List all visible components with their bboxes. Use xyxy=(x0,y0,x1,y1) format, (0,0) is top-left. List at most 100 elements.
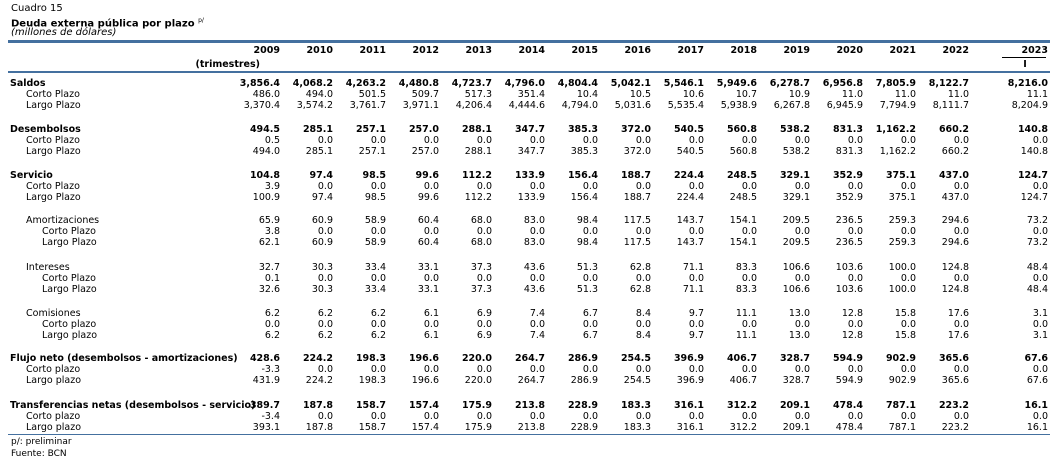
table-cell: 0.0 xyxy=(317,135,333,146)
table-cell: 831.3 xyxy=(832,124,863,135)
table-row: Largo Plazo 3,370.4 3,574.2 3,761.7 3,971.1 4… xyxy=(8,100,1056,111)
table-cell: 33.4 xyxy=(364,284,386,295)
table-cell: 198.3 xyxy=(358,375,386,386)
table-cell: 213.8 xyxy=(517,422,545,433)
table-cell: 99.6 xyxy=(417,192,439,203)
table-cell: 0.0 xyxy=(794,181,810,192)
table-cell: 62.8 xyxy=(629,262,651,273)
table-cell: 0.0 xyxy=(688,319,704,330)
table-cell: 4,263.2 xyxy=(345,78,386,89)
table-cell: 103.6 xyxy=(835,284,863,295)
year-header: 2010 xyxy=(306,45,333,56)
year-header-row: 2009 2010 2011 2012 2013 2014 2015 2016 2017 2018… xyxy=(8,45,1056,56)
table-cell: 158.7 xyxy=(358,422,386,433)
table-cell: 0.0 xyxy=(370,181,386,192)
table-cell: 0.0 xyxy=(1032,364,1048,375)
table-cell: 254.5 xyxy=(620,353,651,364)
table-cell: 538.2 xyxy=(782,146,810,157)
table-cell: 0.0 xyxy=(794,319,810,330)
row-label: Largo Plazo xyxy=(42,237,97,248)
table-cell: 0.0 xyxy=(847,411,863,422)
table-cell: 6.2 xyxy=(370,308,386,319)
table-cell: 224.4 xyxy=(676,192,704,203)
table-row: Corto plazo -3.3 0.0 0.0 0.0 0.0 0.0 0.0 0.0 0.0 0… xyxy=(8,364,1056,375)
table-row: Corto Plazo 486.0 494.0 501.5 509.7 517.3 351.… xyxy=(8,89,1056,100)
table-cell: 98.4 xyxy=(576,237,598,248)
table-cell: 175.9 xyxy=(461,400,492,411)
table-cell: 494.0 xyxy=(252,146,280,157)
row-label: Corto plazo xyxy=(26,411,81,422)
table-cell: 0.0 xyxy=(1032,319,1048,330)
year-header: 2022 xyxy=(942,45,969,56)
table-row: Largo Plazo 62.1 60.9 58.9 60.4 68.0 83.0 98.4 1… xyxy=(8,237,1056,248)
table-cell: 329.1 xyxy=(779,170,810,181)
table-cell: 0.0 xyxy=(794,411,810,422)
row-label: Largo plazo xyxy=(26,422,82,433)
table-cell: 0.0 xyxy=(794,364,810,375)
table-cell: 73.2 xyxy=(1026,237,1048,248)
table-cell: 3.1 xyxy=(1032,330,1048,341)
table-cell: 389.7 xyxy=(249,400,280,411)
table-row: Servicio 104.8 97.4 98.5 99.6 112.2 133.9 156.4… xyxy=(8,170,1056,181)
table-cell: 83.0 xyxy=(523,237,545,248)
table-cell: 188.7 xyxy=(623,192,651,203)
table-cell: 223.2 xyxy=(938,400,969,411)
table-cell: 365.6 xyxy=(941,375,969,386)
table-cell: 365.6 xyxy=(938,353,969,364)
table-cell: 1,162.2 xyxy=(875,124,916,135)
table-cell: 223.2 xyxy=(941,422,969,433)
year-header: 2019 xyxy=(783,45,810,56)
table-cell: 0.0 xyxy=(900,226,916,237)
table-cell: 264.7 xyxy=(514,353,545,364)
table-cell: 0.0 xyxy=(370,273,386,284)
table-cell: 312.2 xyxy=(726,400,757,411)
table-cell: 98.5 xyxy=(364,192,386,203)
table-cell: 6.2 xyxy=(264,308,280,319)
table-cell: 6.2 xyxy=(264,330,280,341)
footnote: p/: preliminar xyxy=(11,437,72,447)
table-cell: 0.0 xyxy=(635,273,651,284)
table-cell: 286.9 xyxy=(570,375,598,386)
table-cell: 48.4 xyxy=(1026,284,1048,295)
table-cell: 6.7 xyxy=(582,308,598,319)
table-cell: 99.6 xyxy=(415,170,439,181)
table-cell: 198.3 xyxy=(355,353,386,364)
table-cell: 0.0 xyxy=(688,411,704,422)
row-label: Intereses xyxy=(26,262,70,273)
table-cell: 4,206.4 xyxy=(455,100,492,111)
table-cell: 236.5 xyxy=(835,215,863,226)
table-row: Corto Plazo 3.9 0.0 0.0 0.0 0.0 0.0 0.0 0.0 0.0 0.… xyxy=(8,181,1056,192)
table-cell: 316.1 xyxy=(673,400,704,411)
row-label: Corto Plazo xyxy=(42,273,96,284)
table-cell: 73.2 xyxy=(1026,215,1048,226)
table-cell: 6,267.8 xyxy=(773,100,810,111)
table-cell: 4,723.7 xyxy=(451,78,492,89)
table-cell: 4,480.8 xyxy=(398,78,439,89)
table-cell: 15.8 xyxy=(894,308,916,319)
table-cell: 0.0 xyxy=(423,135,439,146)
table-cell: 11.1 xyxy=(735,330,757,341)
table-cell: 257.0 xyxy=(411,146,439,157)
table-cell: 0.0 xyxy=(741,319,757,330)
row-label: Largo plazo xyxy=(26,375,82,386)
table-cell: 183.3 xyxy=(620,400,651,411)
table-cell: 4,804.4 xyxy=(557,78,598,89)
row-label: Amortizaciones xyxy=(26,215,100,226)
table-cell: 560.8 xyxy=(726,124,757,135)
table-cell: 0.0 xyxy=(900,411,916,422)
table-cell: 0.0 xyxy=(953,273,969,284)
table-cell: 6.1 xyxy=(423,308,439,319)
table-row: Largo plazo 6.2 6.2 6.2 6.1 6.9 7.4 6.7 8.4 9.7 11… xyxy=(8,330,1056,341)
table-cell: 7,805.9 xyxy=(875,78,916,89)
table-cell: 437.0 xyxy=(941,192,969,203)
table-cell: 60.9 xyxy=(311,237,333,248)
table-cell: 347.7 xyxy=(514,124,545,135)
row-label: Largo Plazo xyxy=(26,146,81,157)
table-cell: 264.7 xyxy=(517,375,545,386)
table-cell: 347.7 xyxy=(517,146,545,157)
table-cell: 236.5 xyxy=(835,237,863,248)
table-cell: 0.0 xyxy=(1032,135,1048,146)
table-cell: 6,945.9 xyxy=(826,100,863,111)
table-cell: 285.1 xyxy=(305,146,333,157)
table-cell: 5,042.1 xyxy=(610,78,651,89)
